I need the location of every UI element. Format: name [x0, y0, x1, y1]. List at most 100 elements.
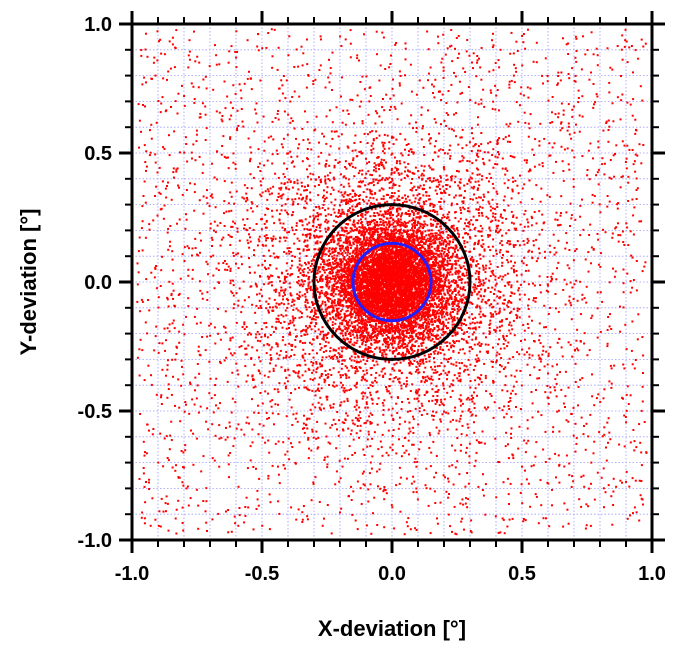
scatter-point — [392, 239, 395, 242]
scatter-point — [381, 328, 384, 331]
scatter-point — [482, 268, 485, 271]
scatter-point — [422, 326, 425, 329]
scatter-point — [430, 264, 433, 267]
scatter-point — [331, 287, 334, 290]
scatter-point — [394, 250, 397, 253]
scatter-point — [379, 296, 382, 299]
scatter-point — [423, 254, 425, 257]
scatter-point — [378, 218, 381, 221]
scatter-point — [375, 292, 377, 295]
scatter-point — [352, 229, 355, 232]
scatter-point — [376, 311, 379, 314]
scatter-point — [367, 242, 370, 245]
scatter-point — [438, 267, 441, 270]
scatter-point — [367, 348, 370, 351]
scatter-point — [327, 263, 330, 266]
scatter-point — [398, 310, 401, 313]
scatter-point — [391, 317, 394, 320]
scatter-point — [398, 266, 401, 269]
scatter-point — [397, 337, 400, 340]
scatter-point — [399, 315, 402, 318]
scatter-point — [420, 295, 423, 298]
scatter-point — [387, 270, 390, 273]
scatter-point — [433, 285, 436, 288]
scatter-point — [397, 212, 400, 215]
scatter-point — [331, 272, 333, 275]
scatter-point — [393, 273, 396, 276]
scatter-point — [430, 256, 433, 259]
scatter-point — [404, 258, 407, 261]
scatter-point — [372, 327, 374, 330]
scatter-point — [411, 229, 414, 232]
scatter-point — [423, 312, 426, 314]
scatter-point — [388, 226, 391, 228]
scatter-point — [324, 301, 327, 304]
scatter-point — [401, 235, 404, 238]
scatter-point — [435, 303, 438, 306]
scatter-point — [306, 245, 309, 248]
scatter-point — [393, 238, 396, 241]
scatter-point — [399, 273, 402, 276]
scatter-point — [403, 322, 406, 325]
scatter-point — [351, 268, 354, 271]
scatter-point — [382, 313, 385, 316]
scatter-point — [420, 282, 423, 285]
scatter-point — [413, 279, 416, 282]
scatter-point — [382, 261, 385, 264]
scatter-point — [379, 277, 382, 280]
scatter-point — [420, 292, 423, 295]
scatter-point — [436, 244, 439, 247]
scatter-point — [391, 329, 394, 332]
scatter-point — [451, 292, 454, 295]
scatter-point — [341, 304, 344, 307]
scatter-point — [315, 272, 318, 275]
scatter-point — [361, 223, 364, 226]
scatter-point — [451, 302, 454, 305]
scatter-point — [372, 267, 375, 270]
scatter-point — [323, 248, 326, 251]
scatter-point — [379, 314, 381, 317]
scatter-point — [325, 294, 327, 297]
scatter-point — [345, 310, 348, 313]
scatter-point — [364, 278, 367, 281]
scatter-point — [390, 229, 393, 232]
scatter-point — [371, 275, 374, 278]
scatter-point — [348, 305, 351, 308]
scatter-point — [432, 287, 435, 290]
scatter-point — [436, 280, 438, 283]
scatter-point — [402, 303, 405, 306]
scatter-point — [414, 329, 417, 332]
scatter-point — [411, 291, 414, 294]
scatter-point — [439, 234, 442, 237]
scatter-point — [391, 265, 394, 268]
scatter-point — [435, 238, 438, 241]
scatter-point — [326, 283, 329, 286]
scatter-point — [384, 240, 387, 243]
scatter-point — [380, 235, 383, 238]
scatter-point — [358, 345, 361, 348]
scatter-point — [337, 298, 340, 301]
scatter-point — [349, 287, 352, 289]
scatter-point — [416, 228, 419, 231]
scatter-point — [371, 350, 374, 353]
scatter-point — [388, 263, 391, 266]
scatter-point — [418, 289, 421, 292]
scatter-point — [358, 289, 360, 292]
scatter-point — [333, 280, 336, 283]
scatter-point — [432, 334, 435, 337]
scatter-point — [408, 259, 410, 261]
scatter-point — [445, 312, 448, 315]
scatter-point — [437, 305, 440, 308]
scatter-point — [372, 219, 375, 221]
scatter-point — [434, 317, 437, 320]
scatter-point — [368, 304, 371, 307]
scatter-point — [417, 265, 420, 268]
scatter-point — [419, 244, 422, 247]
scatter-point — [458, 290, 461, 293]
scatter-point — [410, 319, 413, 322]
scatter-point — [415, 335, 418, 338]
scatter-point — [385, 282, 388, 284]
scatter-point — [410, 346, 413, 349]
scatter-point — [441, 328, 444, 331]
scatter-point — [434, 276, 437, 279]
